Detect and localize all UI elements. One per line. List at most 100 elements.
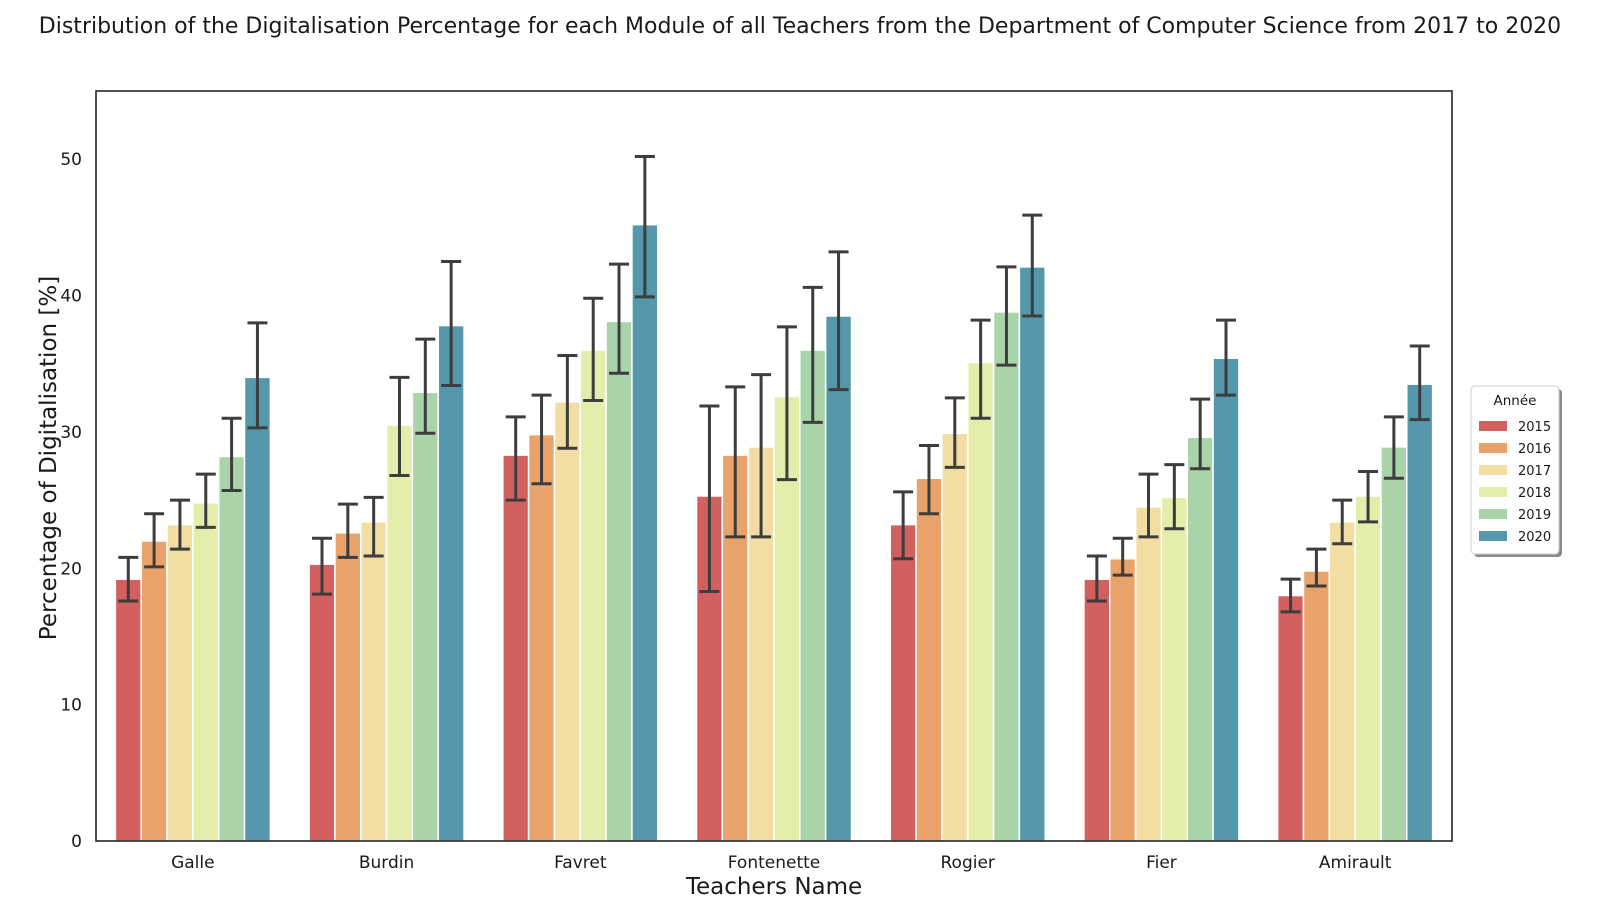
y-axis-label: Percentage of Digitalisation [%]: [36, 276, 62, 640]
bar-fier-2018: [1160, 496, 1189, 842]
error-bar-burdin-2017: [363, 495, 384, 558]
error-bar-fier-2020: [1216, 318, 1236, 397]
y-tick-label: 30: [60, 423, 82, 443]
error-bar-fier-2018: [1164, 463, 1185, 531]
bar-burdin-2017: [359, 521, 388, 842]
legend-label-2020: 2020: [1518, 530, 1551, 545]
error-bar-galle-2019: [221, 416, 242, 493]
legend-swatch-2020: [1479, 531, 1507, 541]
bar-amirault-2015: [1276, 594, 1305, 842]
legend-label-2015: 2015: [1518, 420, 1551, 435]
error-bar-favret-2019: [609, 262, 630, 375]
legend: Année 2015 2016 2017 2018 2019 2020: [1470, 385, 1562, 557]
error-bar-amirault-2016: [1306, 547, 1327, 588]
legend-title: Année: [1494, 393, 1537, 409]
error-bar-favret-2015: [505, 415, 526, 502]
error-bar-galle-2017: [169, 498, 190, 551]
legend-items: 2015 2016 2017 2018 2019 2020: [1479, 420, 1551, 545]
error-bar-burdin-2015: [312, 536, 332, 596]
error-bar-galle-2015: [118, 555, 139, 603]
error-bar-rogier-2019: [996, 265, 1017, 367]
error-bars-layer: [118, 154, 1430, 614]
x-tick-label: Amirault: [1319, 853, 1392, 873]
bar-favret-2018: [579, 349, 607, 842]
chart-title: Distribution of the Digitalisation Perce…: [38, 14, 1562, 39]
legend-swatch-2017: [1479, 465, 1507, 475]
legend-label-2016: 2016: [1518, 442, 1551, 457]
error-bar-rogier-2016: [918, 444, 939, 516]
bar-rogier-2015: [889, 523, 917, 842]
plot-frame: [95, 90, 1453, 842]
error-bar-amirault-2020: [1409, 344, 1430, 422]
bar-fontenette-2020: [824, 315, 853, 842]
bar-rogier-2020: [1018, 266, 1046, 842]
y-tick-label: 20: [60, 559, 82, 579]
x-tick-label: Fontenette: [728, 853, 821, 873]
error-bar-fontenette-2017: [751, 373, 772, 539]
bar-burdin-2016: [334, 532, 362, 842]
error-bar-amirault-2017: [1332, 498, 1353, 546]
bar-favret-2016: [527, 433, 556, 842]
error-bar-rogier-2018: [970, 318, 991, 420]
error-bar-fontenette-2015: [699, 404, 720, 593]
legend-label-2017: 2017: [1518, 464, 1551, 479]
error-bar-favret-2016: [531, 393, 552, 486]
error-bar-burdin-2018: [389, 375, 410, 478]
bar-favret-2020: [631, 223, 659, 842]
bar-galle-2015: [114, 578, 142, 842]
legend-swatch-2016: [1479, 443, 1507, 453]
error-bar-fontenette-2019: [802, 285, 823, 424]
error-bar-fontenette-2018: [776, 325, 797, 482]
bar-rogier-2018: [966, 361, 995, 842]
y-tick-label: 0: [71, 832, 82, 852]
error-bar-galle-2018: [195, 472, 216, 529]
bar-galle-2017: [166, 523, 194, 842]
error-bar-amirault-2019: [1383, 415, 1404, 480]
bar-burdin-2019: [411, 391, 439, 842]
x-tick-label: Favret: [554, 853, 607, 873]
error-bar-fier-2019: [1190, 397, 1211, 471]
bar-burdin-2018: [385, 424, 414, 842]
error-bar-fontenette-2020: [828, 250, 849, 392]
bar-favret-2019: [605, 320, 633, 842]
legend-swatch-2018: [1479, 487, 1507, 497]
bar-galle-2016: [140, 540, 168, 842]
x-tick-label: Galle: [171, 853, 215, 873]
error-bar-burdin-2019: [415, 337, 436, 435]
bar-amirault-2020: [1406, 383, 1434, 842]
y-tick-label: 40: [60, 287, 82, 307]
error-bar-rogier-2020: [1022, 213, 1043, 318]
error-bar-burdin-2020: [441, 259, 462, 388]
bar-galle-2018: [192, 502, 220, 842]
x-axis-label: Teachers Name: [685, 874, 862, 900]
error-bar-fontenette-2016: [725, 385, 746, 539]
x-tick-label: Rogier: [941, 853, 995, 873]
error-bar-burdin-2016: [337, 502, 358, 559]
error-bar-amirault-2015: [1280, 577, 1301, 614]
bar-fier-2016: [1109, 557, 1137, 842]
error-bar-fier-2017: [1138, 472, 1159, 539]
y-tick-label: 50: [60, 150, 82, 170]
y-axis-ticks: 0 10 20 30 40 50: [60, 150, 82, 852]
bar-fier-2019: [1186, 436, 1214, 842]
bar-fier-2015: [1083, 578, 1111, 842]
x-tick-label: Fier: [1146, 853, 1177, 873]
legend-swatch-2015: [1479, 421, 1507, 431]
error-bar-fier-2015: [1086, 554, 1107, 603]
error-bar-galle-2016: [144, 512, 165, 569]
bar-amirault-2017: [1328, 521, 1356, 842]
bar-galle-2020: [243, 376, 272, 842]
error-bar-rogier-2017: [944, 396, 965, 469]
bar-favret-2017: [553, 401, 582, 842]
bar-burdin-2020: [437, 324, 465, 842]
y-tick-label: 10: [60, 696, 82, 716]
x-tick-label: Burdin: [359, 853, 414, 873]
bar-amirault-2019: [1380, 446, 1408, 842]
error-bar-favret-2018: [583, 296, 604, 403]
bar-amirault-2018: [1354, 495, 1382, 842]
error-bar-rogier-2015: [893, 490, 914, 561]
error-bar-favret-2017: [557, 354, 578, 450]
bar-fier-2017: [1134, 506, 1163, 842]
bars-layer: [114, 223, 1434, 842]
x-axis-ticks: Galle Burdin Favret Fontenette Rogier Fier Ami…: [171, 853, 1392, 873]
